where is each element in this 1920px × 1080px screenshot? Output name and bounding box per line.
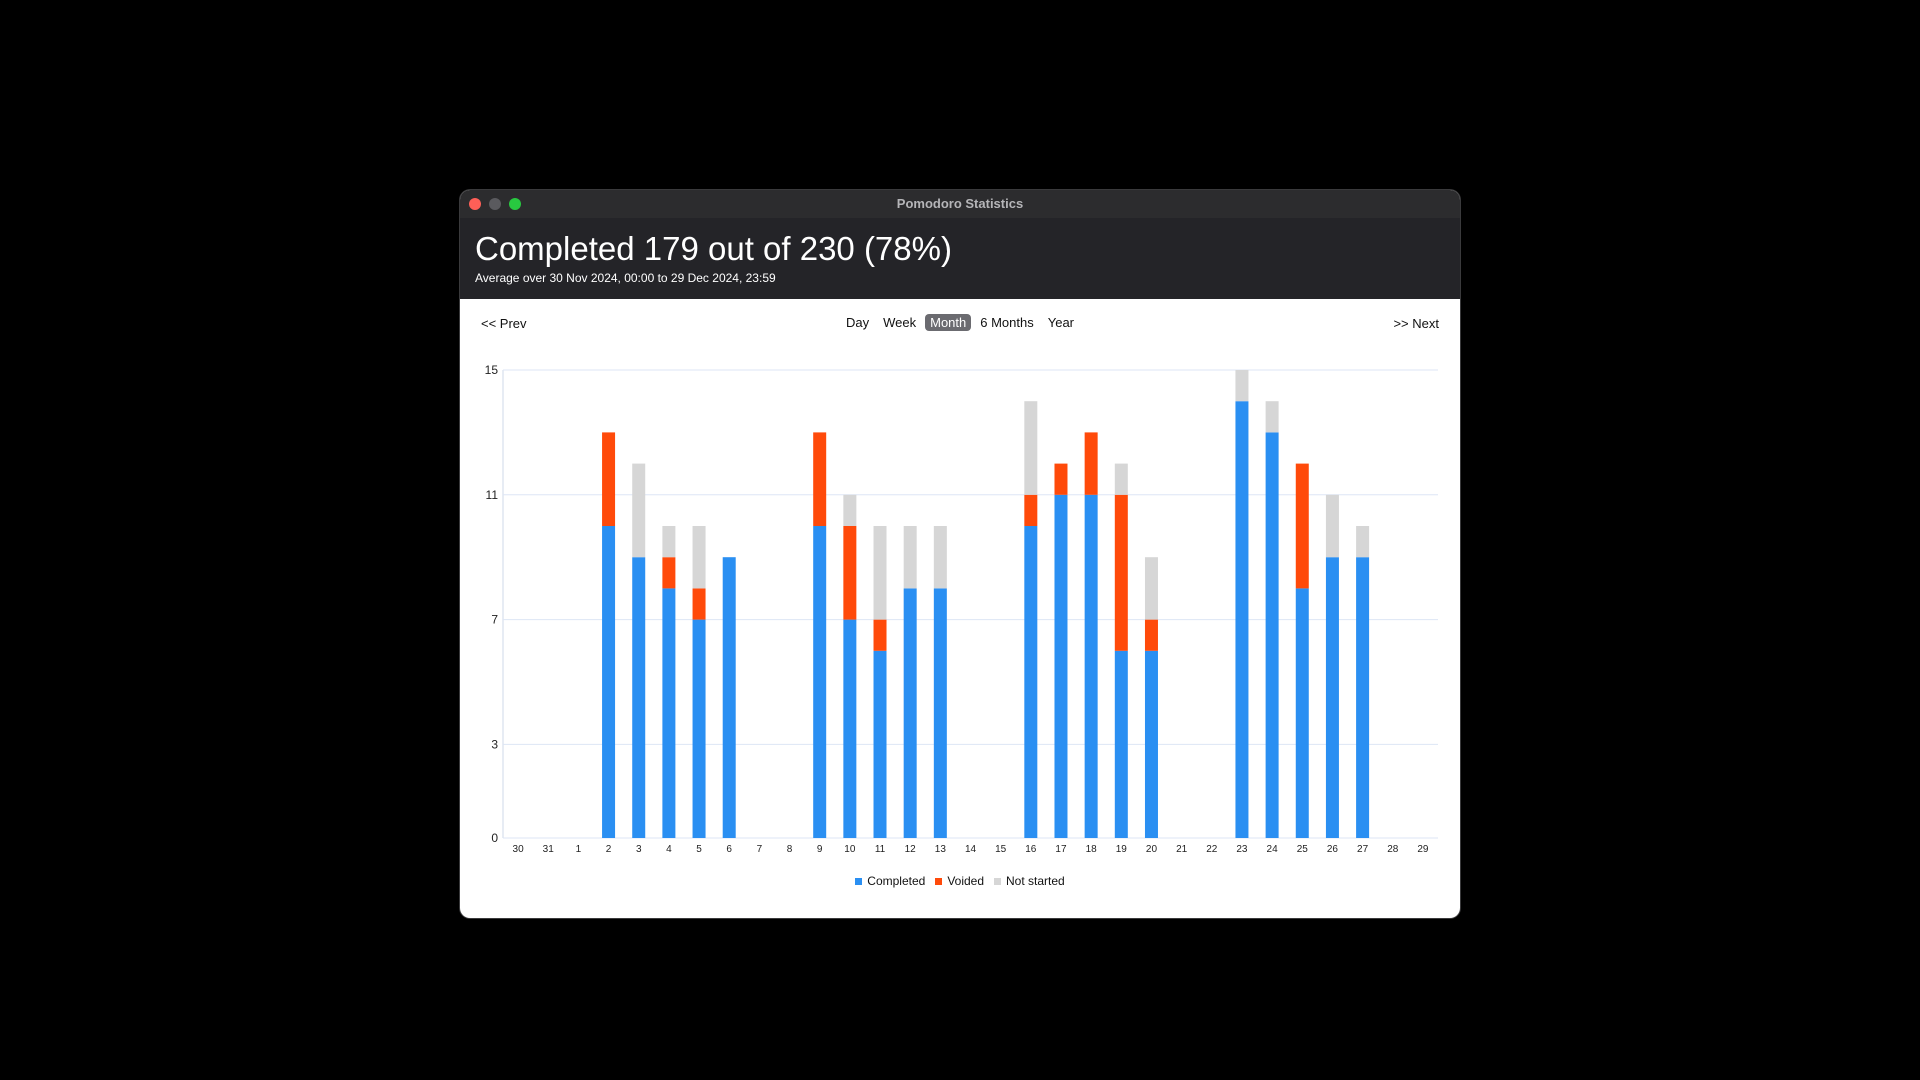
legend-label: Not started [1006, 874, 1065, 888]
bar-segment-not-started [662, 526, 675, 557]
bar-segment-completed [874, 651, 887, 838]
bar-segment-not-started [934, 526, 947, 588]
x-tick-label: 7 [757, 844, 763, 855]
bar-segment-voided [693, 588, 706, 619]
bar-segment-completed [723, 557, 736, 838]
bar-segment-not-started [1356, 526, 1369, 557]
x-tick-label: 5 [696, 844, 702, 855]
x-tick-label: 2 [606, 844, 612, 855]
x-tick-label: 17 [1055, 844, 1067, 855]
pomodoro-bar-chart: 037111530 31 1 2 3 4 5 6 7 8 9 10 11 12 13 14 15 16 17 18 19… [460, 190, 1460, 918]
x-tick-label: 21 [1176, 844, 1188, 855]
x-tick-label: 15 [995, 844, 1007, 855]
x-tick-label: 18 [1086, 844, 1098, 855]
x-tick-label: 3 [636, 844, 642, 855]
bar-segment-completed [1296, 588, 1309, 838]
bar-segment-voided [813, 432, 826, 526]
bar-segment-not-started [1326, 495, 1339, 557]
bar-segment-completed [1326, 557, 1339, 838]
y-tick-label: 0 [491, 831, 498, 845]
bar-segment-not-started [1024, 401, 1037, 495]
bar-segment-completed [602, 526, 615, 838]
bar-segment-completed [1024, 526, 1037, 838]
x-tick-label: 9 [817, 844, 823, 855]
bar-segment-voided [1145, 620, 1158, 651]
x-tick-label: 26 [1327, 844, 1339, 855]
y-tick-label: 3 [491, 737, 498, 751]
bar-segment-not-started [632, 464, 645, 558]
bar-segment-completed [1235, 401, 1248, 838]
x-tick-label: 31 [543, 844, 555, 855]
bar-segment-completed [813, 526, 826, 838]
x-tick-label: 25 [1297, 844, 1309, 855]
bar-segment-not-started [843, 495, 856, 526]
y-tick-label: 7 [491, 613, 498, 627]
bar-segment-voided [1085, 432, 1098, 494]
bar-segment-completed [1266, 432, 1279, 838]
bar-segment-voided [1296, 464, 1309, 589]
bar-segment-not-started [904, 526, 917, 588]
legend-swatch [994, 878, 1001, 885]
x-tick-label: 23 [1236, 844, 1248, 855]
bar-segment-not-started [1145, 557, 1158, 619]
bar-segment-voided [602, 432, 615, 526]
x-tick-label: 4 [666, 844, 672, 855]
bar-segment-voided [1024, 495, 1037, 526]
x-tick-label: 30 [513, 844, 525, 855]
bar-segment-not-started [1115, 464, 1128, 495]
bar-segment-not-started [874, 526, 887, 620]
x-tick-label: 19 [1116, 844, 1128, 855]
bar-segment-completed [1115, 651, 1128, 838]
bar-segment-completed [1085, 495, 1098, 838]
legend-label: Voided [947, 874, 984, 888]
x-tick-label: 28 [1387, 844, 1399, 855]
chart-legend: Completed Voided Not started [460, 874, 1460, 888]
bar-segment-completed [843, 620, 856, 838]
legend-item-voided: Voided [935, 874, 984, 888]
bar-segment-completed [1145, 651, 1158, 838]
bar-segment-completed [693, 620, 706, 838]
x-tick-label: 14 [965, 844, 977, 855]
bar-segment-completed [632, 557, 645, 838]
x-tick-label: 1 [576, 844, 582, 855]
legend-item-completed: Completed [855, 874, 925, 888]
x-tick-label: 22 [1206, 844, 1218, 855]
bar-segment-voided [1115, 495, 1128, 651]
bar-segment-not-started [693, 526, 706, 588]
bar-segment-completed [1054, 495, 1067, 838]
bar-segment-voided [1054, 464, 1067, 495]
x-tick-label: 6 [726, 844, 732, 855]
bar-segment-voided [662, 557, 675, 588]
x-tick-label: 29 [1417, 844, 1429, 855]
x-tick-label: 20 [1146, 844, 1158, 855]
x-tick-label: 27 [1357, 844, 1369, 855]
statistics-window: Pomodoro Statistics Completed 179 out of… [460, 190, 1460, 918]
x-tick-label: 8 [787, 844, 793, 855]
x-tick-label: 11 [875, 844, 886, 855]
x-tick-label: 24 [1267, 844, 1279, 855]
legend-label: Completed [867, 874, 925, 888]
bar-segment-voided [874, 620, 887, 651]
bar-segment-not-started [1235, 370, 1248, 401]
bar-segment-voided [843, 526, 856, 620]
y-tick-label: 11 [486, 488, 499, 502]
x-tick-label: 16 [1025, 844, 1037, 855]
bar-segment-completed [1356, 557, 1369, 838]
bar-segment-completed [662, 588, 675, 838]
legend-item-not-started: Not started [994, 874, 1065, 888]
legend-swatch [935, 878, 942, 885]
x-tick-label: 10 [844, 844, 856, 855]
x-tick-label: 13 [935, 844, 947, 855]
bar-segment-not-started [1266, 401, 1279, 432]
bar-segment-completed [904, 588, 917, 838]
x-tick-label: 12 [905, 844, 917, 855]
y-tick-label: 15 [485, 363, 499, 377]
legend-swatch [855, 878, 862, 885]
bar-segment-completed [934, 588, 947, 838]
